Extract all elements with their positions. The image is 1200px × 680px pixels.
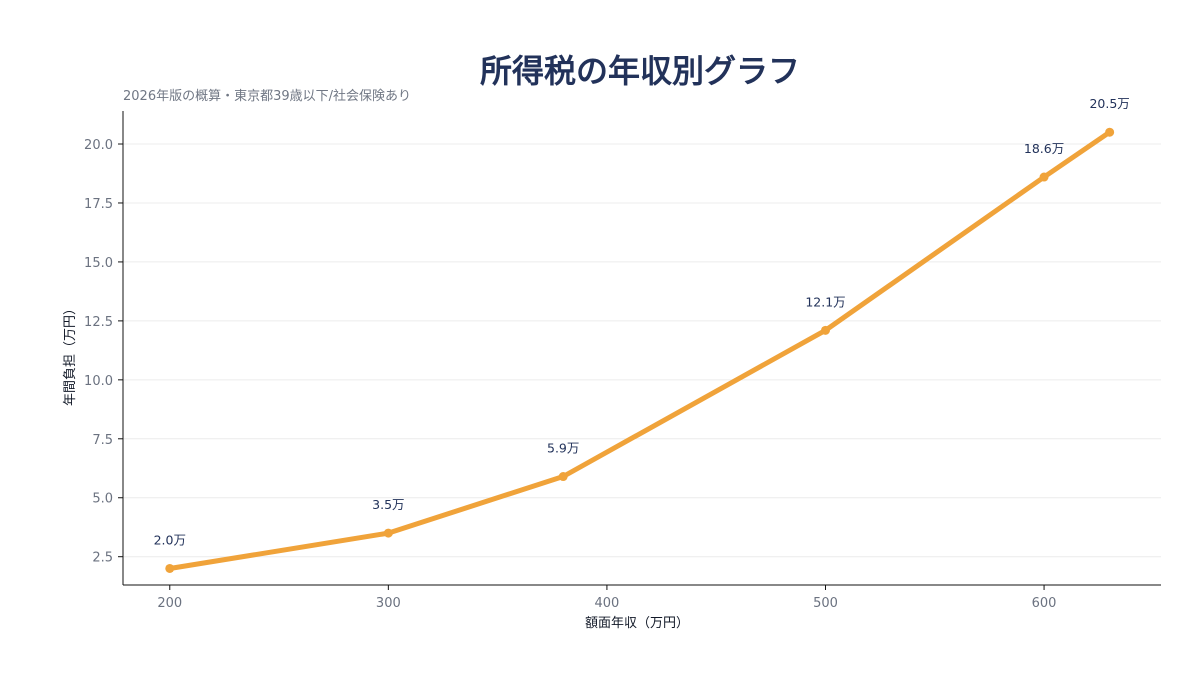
data-point xyxy=(1039,172,1049,182)
data-label: 5.9万 xyxy=(547,441,579,456)
x-axis-label: 額面年収（万円） xyxy=(585,616,689,631)
x-tick-label: 600 xyxy=(1032,596,1057,611)
data-label: 12.1万 xyxy=(805,294,845,309)
x-tick-label: 500 xyxy=(813,596,838,611)
y-tick-label: 15.0 xyxy=(84,256,113,271)
data-labels: 2.0万 3.5万 5.9万 12.1万 18.6万 20.5万 xyxy=(154,96,1130,547)
data-point xyxy=(820,325,830,335)
data-point xyxy=(383,528,393,538)
y-tick-label: 10.0 xyxy=(84,374,113,389)
chart-title: 所得税の年収別グラフ xyxy=(479,52,800,90)
y-tick-label: 12.5 xyxy=(84,315,113,330)
x-tick-label: 400 xyxy=(595,596,620,611)
data-label: 2.0万 xyxy=(154,532,186,547)
data-label: 3.5万 xyxy=(372,497,404,512)
chart-subtitle: 2026年版の概算・東京都39歳以下/社会保険あり xyxy=(123,89,412,104)
x-tick-label: 200 xyxy=(157,596,182,611)
data-point xyxy=(165,563,175,573)
axes xyxy=(122,111,1161,586)
series-line-path xyxy=(167,129,1113,571)
y-tick-label: 17.5 xyxy=(84,197,113,212)
y-tick-label: 7.5 xyxy=(92,433,113,448)
x-tick-label: 300 xyxy=(376,596,401,611)
grid-lines xyxy=(123,143,1161,558)
y-axis-label: 年間負担（万円） xyxy=(63,302,78,406)
series-line xyxy=(165,127,1115,573)
tick-labels: 2.5 5.0 7.5 10.0 12.5 15.0 17.5 20.0 200 300 400 50… xyxy=(84,138,1056,611)
data-label: 18.6万 xyxy=(1024,141,1064,156)
y-tick-label: 2.5 xyxy=(92,551,113,566)
data-label: 20.5万 xyxy=(1089,96,1129,111)
y-tick-label: 20.0 xyxy=(84,138,113,153)
data-point xyxy=(1105,127,1115,137)
y-tick-label: 5.0 xyxy=(92,492,113,507)
data-point xyxy=(558,472,568,482)
